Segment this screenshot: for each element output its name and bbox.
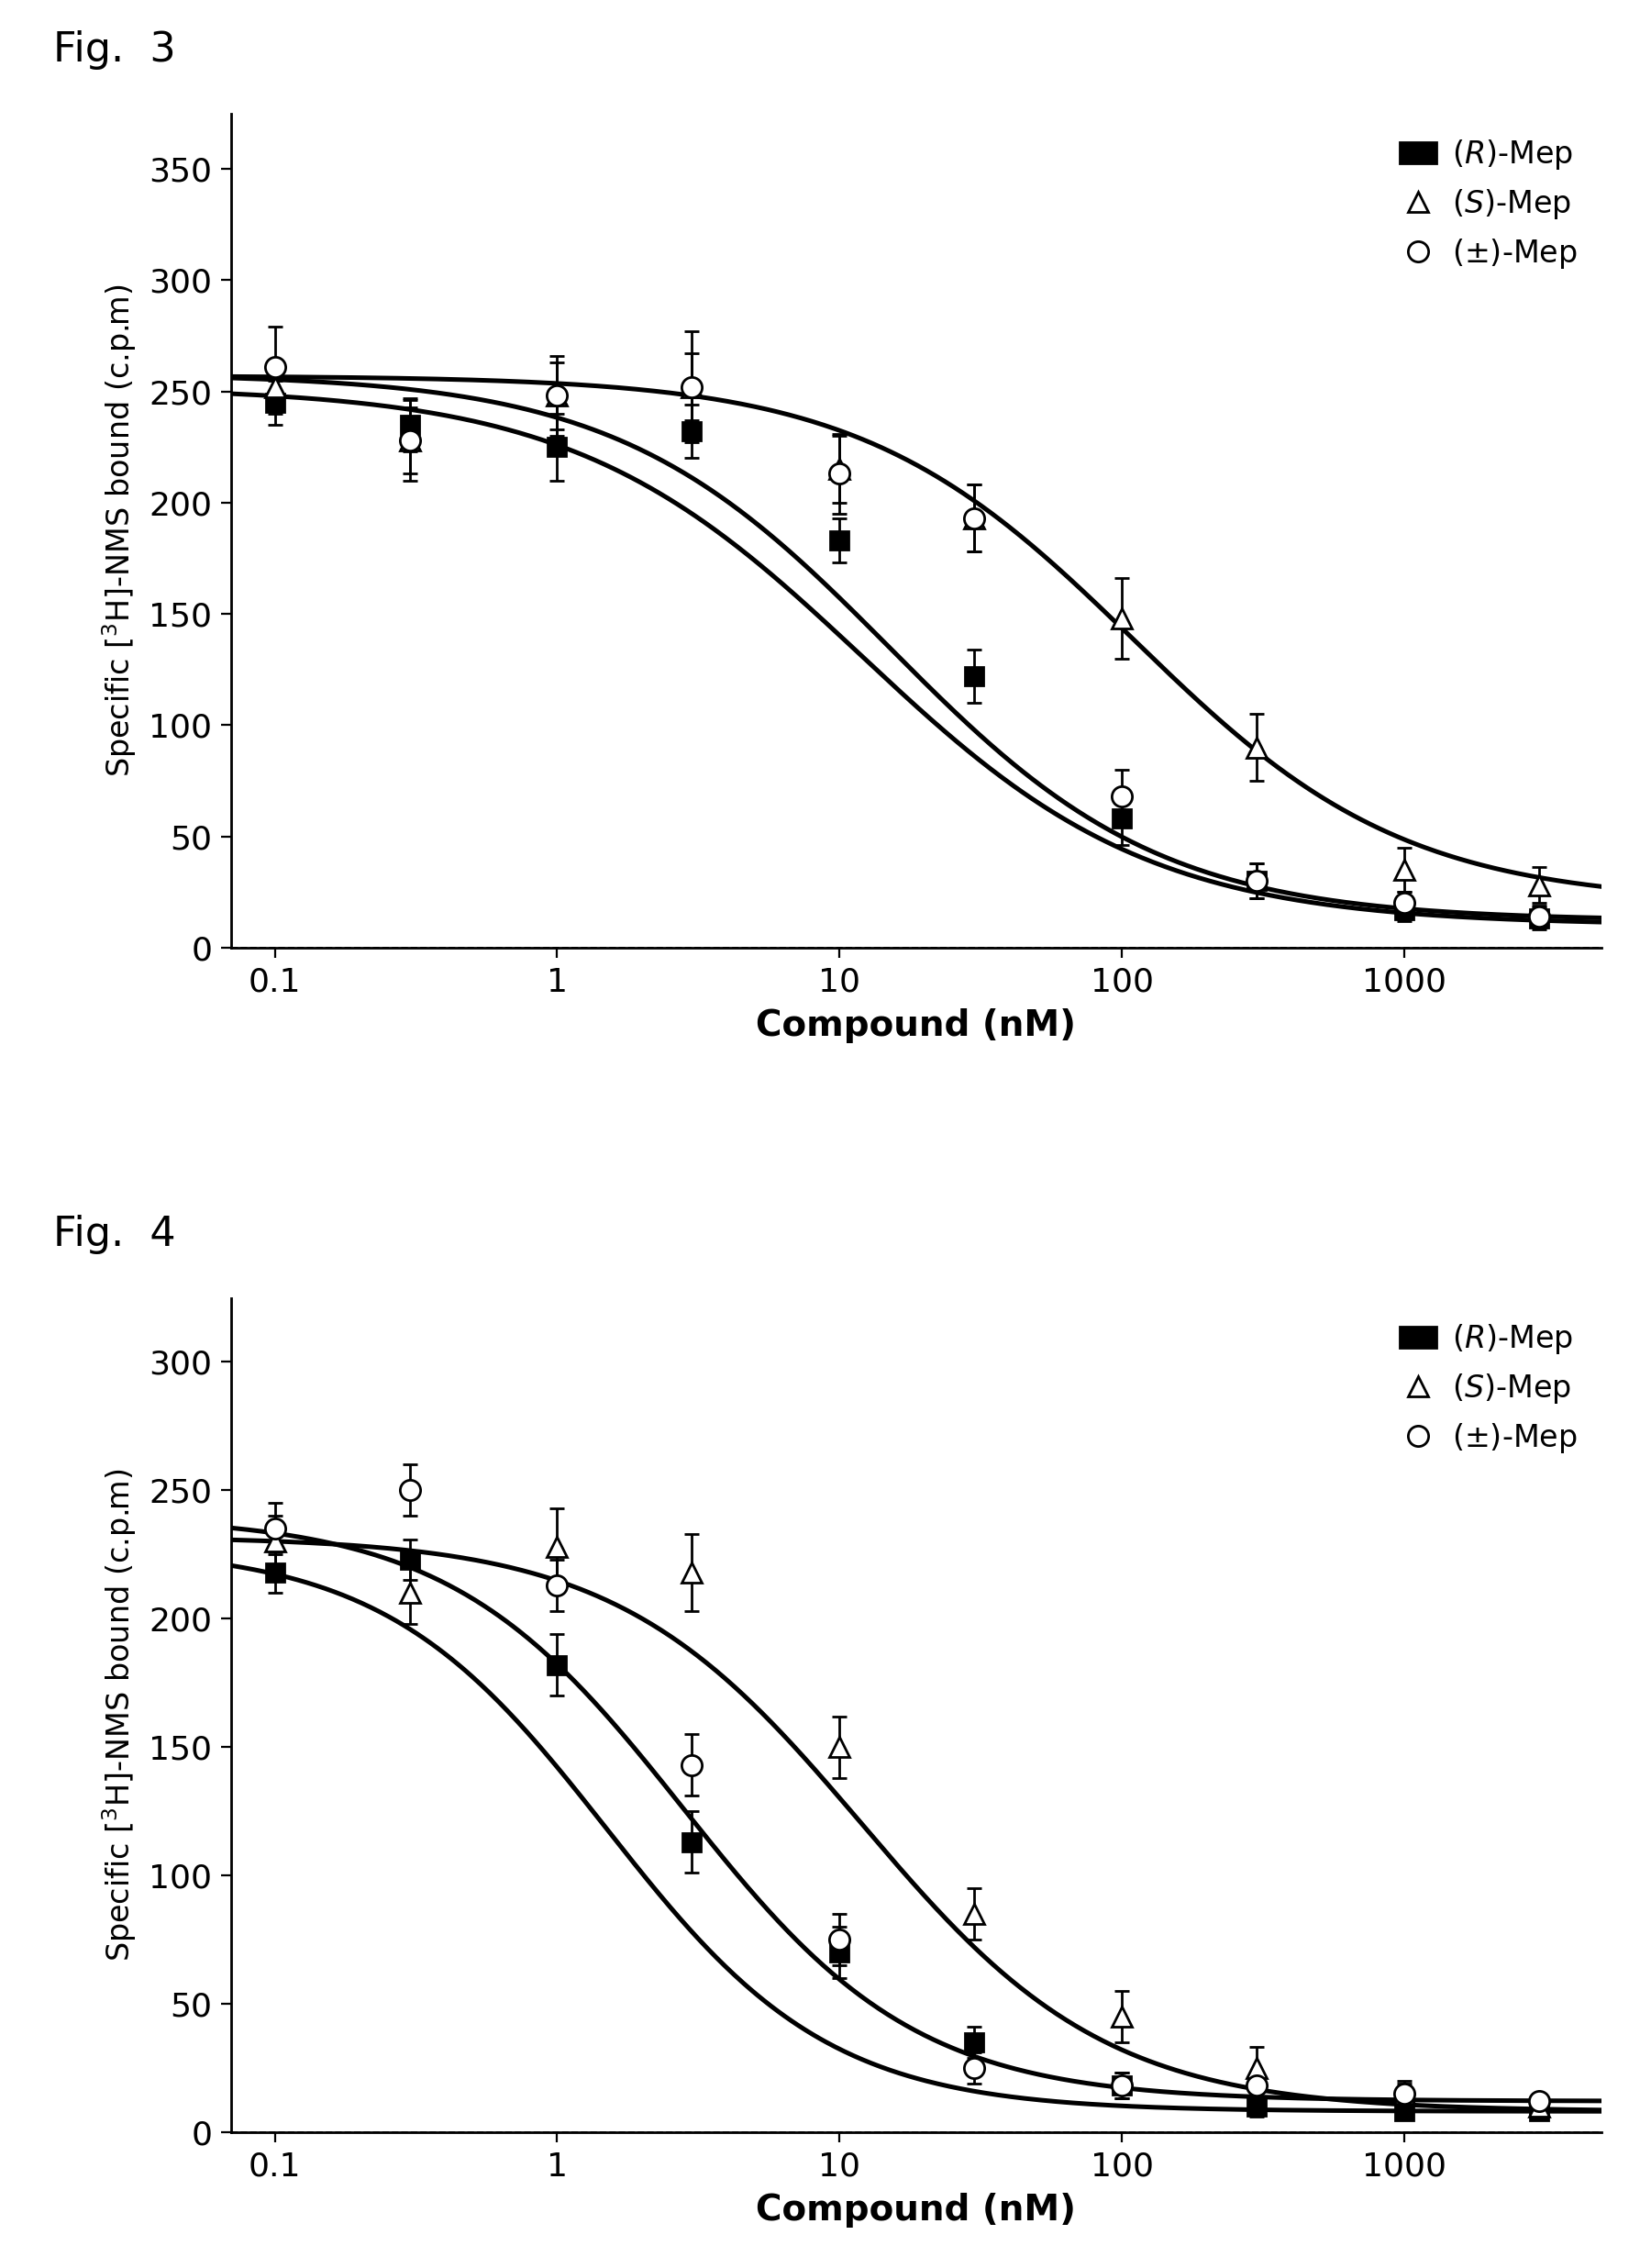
Text: Fig.  4: Fig. 4 [53, 1213, 175, 1254]
Y-axis label: Specific [$^{3}$H]-NMS bound (c.p.m): Specific [$^{3}$H]-NMS bound (c.p.m) [101, 1467, 139, 1962]
X-axis label: Compound (nM): Compound (nM) [756, 2193, 1076, 2227]
Legend: $(R)$-Mep, $(S)$-Mep, $(\pm)$-Mep: $(R)$-Mep, $(S)$-Mep, $(\pm)$-Mep [1390, 1313, 1587, 1463]
Y-axis label: Specific [$^{3}$H]-NMS bound (c.p.m): Specific [$^{3}$H]-NMS bound (c.p.m) [101, 284, 139, 778]
Text: Fig.  3: Fig. 3 [53, 29, 175, 70]
X-axis label: Compound (nM): Compound (nM) [756, 1007, 1076, 1043]
Legend: $(R)$-Mep, $(S)$-Mep, $(\pm)$-Mep: $(R)$-Mep, $(S)$-Mep, $(\pm)$-Mep [1390, 129, 1587, 279]
